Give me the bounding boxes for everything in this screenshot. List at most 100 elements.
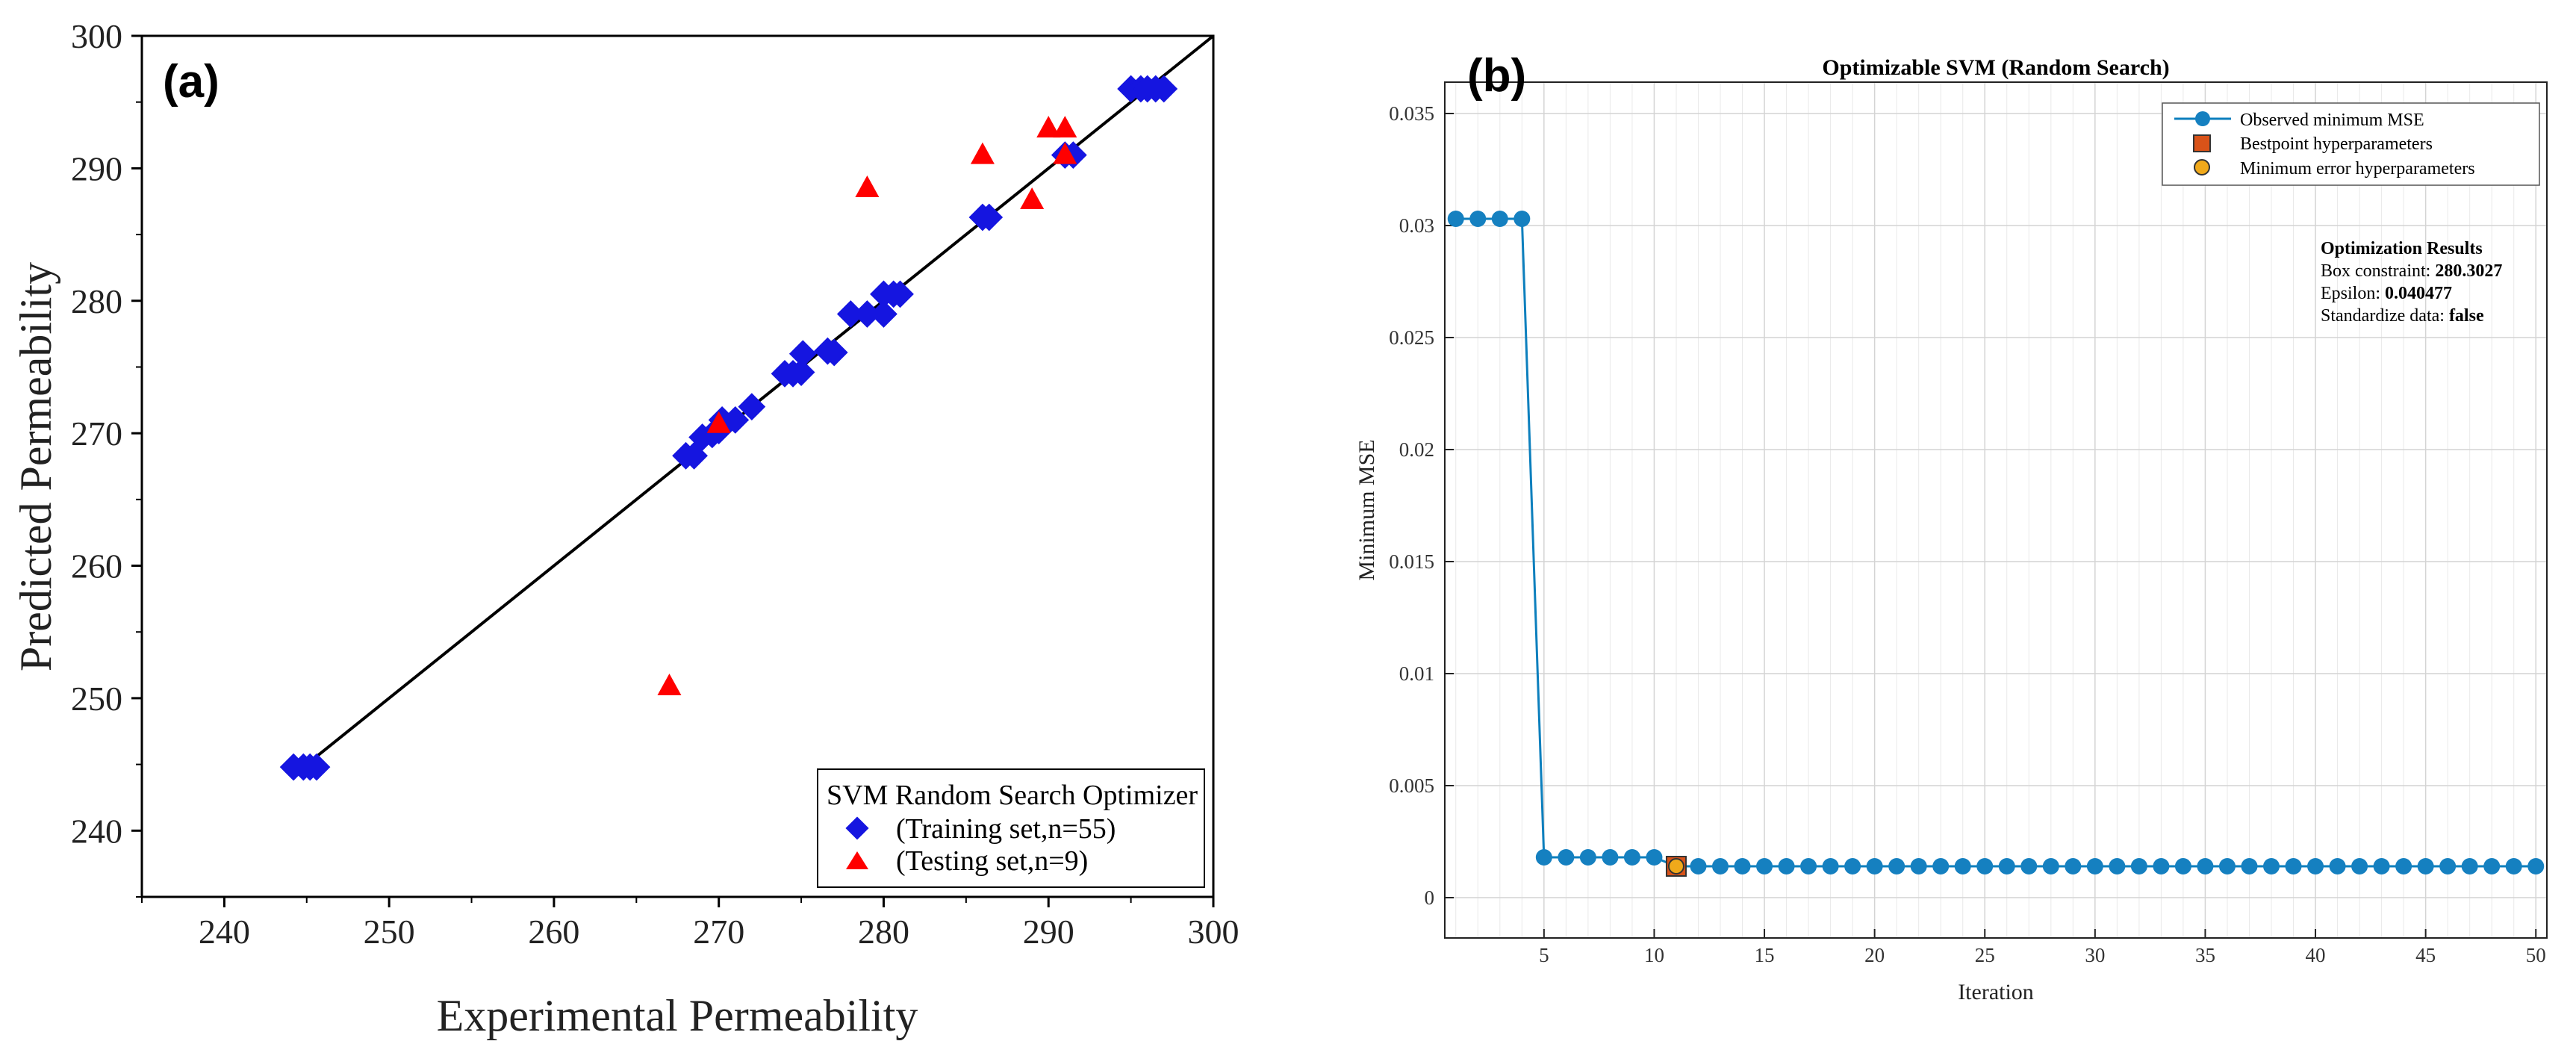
testing-points <box>657 116 1077 695</box>
legend-b-box <box>2162 102 2540 186</box>
x-tick-label-a: 280 <box>858 913 909 951</box>
mse-point <box>2020 858 2038 874</box>
y-tick-label-a: 300 <box>71 17 122 55</box>
legend-mse-label: Observed minimum MSE <box>2240 111 2424 130</box>
training-point <box>975 203 1004 232</box>
mse-point <box>1932 858 1950 874</box>
mse-point <box>2307 858 2324 874</box>
legend-a-title: SVM Random Search Optimizer <box>827 780 1198 811</box>
mse-point <box>1646 849 1663 866</box>
y-tick-label-b: 0 <box>1425 886 1435 909</box>
legend-testing-label: (Testing set,n=9) <box>896 845 1088 877</box>
y-tick-label-b: 0.025 <box>1389 326 1434 349</box>
results-box-constraint: Box constraint: 280.3027 <box>2321 261 2502 281</box>
chart-title-b: Optimizable SVM (Random Search) <box>1822 55 2169 80</box>
training-point <box>302 753 331 781</box>
mse-point <box>2461 858 2478 874</box>
training-point <box>836 300 865 328</box>
x-tick-label-a: 260 <box>528 913 579 951</box>
legend-a: SVM Random Search Optimizer (Training se… <box>817 768 1205 888</box>
mse-point <box>1888 858 1905 874</box>
testing-point <box>1053 142 1077 164</box>
mse-point <box>2174 858 2191 874</box>
y-tick-label-a: 240 <box>71 812 122 850</box>
mse-point <box>2241 858 2258 874</box>
x-tick-label-a: 270 <box>693 913 744 951</box>
mse-point <box>1822 858 1839 874</box>
mse-point <box>2285 858 2302 874</box>
y-tick-label-b: 0.02 <box>1399 438 1434 461</box>
x-tick-label-b: 45 <box>2415 944 2436 966</box>
mse-point <box>2130 858 2147 874</box>
mse-point <box>1602 849 1619 866</box>
mse-point <box>1447 211 1464 227</box>
mse-point <box>2417 858 2434 874</box>
mse-point <box>1844 858 1861 874</box>
mse-point <box>2351 858 2368 874</box>
y-tick-label-a: 280 <box>71 282 122 320</box>
mse-point <box>1756 858 1773 874</box>
mse-point <box>2439 858 2457 874</box>
mse-point <box>1558 849 1575 866</box>
optimization-results: Optimization Results Box constraint: 280… <box>2321 239 2502 326</box>
testing-point <box>855 175 880 197</box>
mse-point <box>2109 858 2126 874</box>
x-tick-label-b: 20 <box>1864 944 1885 966</box>
x-tick-label-b: 30 <box>2085 944 2105 966</box>
plot-b-frame <box>1444 81 2548 939</box>
mse-point <box>1910 858 1927 874</box>
mse-point <box>1513 211 1531 227</box>
mse-point <box>1690 858 1707 874</box>
mse-point <box>2329 858 2346 874</box>
mse-point <box>1579 849 1596 866</box>
mse-point <box>2218 858 2236 874</box>
legend-bestpoint-marker <box>2193 134 2211 152</box>
mse-point <box>2263 858 2280 874</box>
x-tick-label-a: 250 <box>364 913 415 951</box>
testing-point <box>706 411 731 433</box>
plot-a-tick-labels: 240 250 260 270 280 290 300 240 250 260 270 280 290 3… <box>71 17 1239 951</box>
mse-point <box>2395 858 2412 874</box>
results-heading: Optimization Results <box>2321 239 2483 258</box>
y-tick-label-b: 0.015 <box>1389 550 1434 573</box>
mse-point <box>1800 858 1817 874</box>
x-tick-label-b: 50 <box>2526 944 2546 966</box>
mse-point <box>2505 858 2522 874</box>
x-tick-label-a: 240 <box>199 913 250 951</box>
mse-point <box>1623 849 1640 866</box>
panel-a: 240 250 260 270 280 290 300 240 250 260 270 280 290 3… <box>11 17 1239 1040</box>
x-tick-label-b: 35 <box>2195 944 2215 966</box>
mse-point <box>2042 858 2059 874</box>
legend-b: Observed minimum MSE Bestpoint hyperpara… <box>2162 102 2540 186</box>
y-tick-label-a: 250 <box>71 680 122 718</box>
legend-minerr-marker <box>2194 159 2210 175</box>
mse-point <box>1491 211 1508 227</box>
plot-a-ticks <box>131 34 1215 907</box>
y-tick-label-a: 290 <box>71 149 122 187</box>
y-tick-label-b: 0.01 <box>1399 662 1434 685</box>
mse-point <box>1976 858 1994 874</box>
testing-point <box>1053 116 1077 138</box>
legend-testing-marker <box>846 851 868 869</box>
legend-training-label: (Training set,n=55) <box>896 813 1116 845</box>
x-axis-title-b: Iteration <box>1958 980 2034 1004</box>
training-point <box>853 300 881 328</box>
x-tick-label-b: 15 <box>1755 944 1775 966</box>
mse-point <box>1954 858 1971 874</box>
training-point <box>820 338 848 367</box>
x-tick-label-b: 25 <box>1975 944 1995 966</box>
panel-b: 5 10 15 20 25 30 35 40 45 50 0 0.005 0.01 0.015 0.02 0.… <box>1354 50 2548 1004</box>
training-point <box>788 340 817 368</box>
x-tick-label-a: 290 <box>1023 913 1074 951</box>
testing-point <box>970 142 995 164</box>
legend-minerr-label: Minimum error hyperparameters <box>2240 159 2475 178</box>
mse-point <box>2373 858 2390 874</box>
y-tick-label-a: 260 <box>71 547 122 585</box>
mse-point <box>1734 858 1751 874</box>
mse-point <box>1712 858 1729 874</box>
y-axis-title-a: Predicted Permeability <box>11 262 60 671</box>
y-tick-label-b: 0.005 <box>1389 774 1434 797</box>
mse-point <box>1778 858 1795 874</box>
legend-mse-marker <box>2195 111 2210 126</box>
results-standardize: Standardize data: false <box>2321 306 2484 326</box>
